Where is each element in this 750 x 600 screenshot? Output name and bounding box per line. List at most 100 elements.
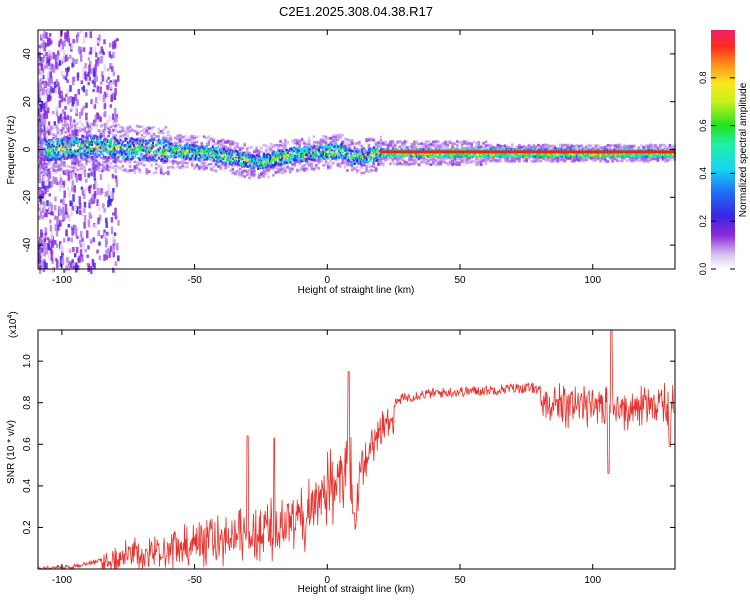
spectrogram-cell <box>68 151 71 154</box>
spectrogram-cell <box>303 142 306 146</box>
spectrogram-cell <box>288 170 292 174</box>
spectrogram-cell <box>212 169 215 172</box>
spectrogram-cell <box>377 160 380 164</box>
spectrogram-cell <box>565 157 569 161</box>
spectrogram-cell <box>226 161 230 164</box>
spectrogram-cell <box>101 75 105 82</box>
spectrogram-cell <box>214 142 218 145</box>
spectrogram-cell <box>83 126 86 130</box>
spectrogram-cell <box>57 169 60 172</box>
spectrogram-cell <box>74 141 77 144</box>
spectrogram-cell <box>43 113 46 119</box>
spectrogram-cell <box>439 145 442 148</box>
spectrogram-cell <box>114 79 118 87</box>
spectrogram-cell <box>362 145 366 149</box>
spectrogram-cell <box>415 142 419 145</box>
spectrogram-cell <box>92 139 95 142</box>
spectrogram-cell <box>159 165 163 169</box>
spectrogram-cell <box>105 222 108 228</box>
spectrogram-cell <box>83 221 86 229</box>
spectrogram-cell <box>90 261 93 268</box>
spectrogram-cell <box>94 143 97 146</box>
spectrogram-cell <box>66 169 70 173</box>
spectrogram-cell <box>379 138 383 142</box>
spectrogram-cell <box>257 173 261 176</box>
spectrogram-cell <box>48 67 51 73</box>
spectrogram-cell <box>525 159 528 162</box>
spectrogram-cell <box>62 153 65 156</box>
spectrogram-cell <box>88 61 92 67</box>
spectrogram-cell <box>245 149 249 153</box>
spectrogram-cell <box>415 161 419 165</box>
spectrogram-cell <box>190 135 194 138</box>
spectrogram-cell <box>229 156 232 160</box>
spectrogram-cell <box>573 157 576 161</box>
spectrogram-cell <box>608 144 612 148</box>
spectrogram-cell <box>659 147 662 150</box>
spectrogram-cell <box>221 163 225 167</box>
spectrogram-cell <box>281 155 285 159</box>
spectrogram-cell <box>475 157 478 161</box>
spectrogram-cell <box>38 257 42 263</box>
spectrogram-cell <box>50 85 53 93</box>
spectrogram-cell <box>109 154 113 158</box>
spectrogram-cell <box>303 157 306 161</box>
spectrogram-cell <box>381 142 385 146</box>
spectrogram-cell <box>100 55 103 64</box>
spectrogram-cell <box>58 100 62 108</box>
spectrogram-cell <box>112 156 115 160</box>
spectrogram-cell <box>110 54 113 59</box>
spectrogram-cell <box>171 160 175 163</box>
spectrogram-cell <box>319 142 323 146</box>
spectrogram-cell <box>112 244 116 251</box>
spectrogram-cell <box>329 166 333 170</box>
spectrogram-cell <box>343 163 347 167</box>
spectrogram-cell <box>408 156 411 160</box>
spectrogram-cell <box>553 144 557 148</box>
spectrogram-cell <box>544 157 548 161</box>
spectrogram-cell <box>55 79 59 85</box>
spectrogram-cell <box>491 156 495 160</box>
spectrogram-cell <box>458 141 462 144</box>
spectrogram-cell <box>93 103 97 109</box>
spectrogram-cell <box>460 160 464 164</box>
spectrogram-cell <box>83 128 86 132</box>
spectrogram-cell <box>69 85 72 92</box>
spectrogram-cell <box>66 88 69 95</box>
spectrogram-cell <box>98 214 102 221</box>
spectrogram-cell <box>76 32 80 38</box>
spectrogram-cell <box>171 136 175 139</box>
spectrogram-cell <box>401 146 404 149</box>
spectrogram-cell <box>226 146 230 150</box>
spectrogram-cell <box>85 89 88 96</box>
spectrogram-cell <box>436 162 440 165</box>
spectrogram-cell <box>362 149 366 153</box>
spectrogram-cell <box>38 138 41 142</box>
spectrogram-cell <box>575 143 579 147</box>
spectrogram-cell <box>86 154 89 157</box>
spectrogram-cell <box>233 171 237 174</box>
spectrogram-cell <box>193 167 196 171</box>
spectrogram-cell <box>42 167 46 171</box>
spectrogram-cell <box>544 143 548 147</box>
spectrogram-cell <box>174 149 177 153</box>
spectrogram-cell <box>446 147 450 151</box>
spectrogram-cell <box>54 87 58 94</box>
spectrogram-cell <box>608 146 612 150</box>
spectrogram-cell <box>300 164 304 168</box>
spectrogram-cell <box>42 165 46 168</box>
spectrogram-cell <box>415 159 419 162</box>
spectrogram-cell <box>128 129 132 133</box>
spectrogram-cell <box>44 231 48 236</box>
spectrogram-cell <box>81 237 84 242</box>
spectrogram-cell <box>78 46 81 51</box>
spectrogram-cell <box>82 66 85 73</box>
spectrogram-cell <box>116 130 120 134</box>
spectrogram-cell <box>260 171 263 174</box>
spectrogram-cell <box>212 143 215 147</box>
spectrogram-cell <box>303 169 306 173</box>
spectrogram-cell <box>494 159 497 163</box>
spectrogram-cell <box>647 156 650 160</box>
spectrogram-cell <box>59 261 63 268</box>
spectrogram-cell <box>226 141 230 144</box>
